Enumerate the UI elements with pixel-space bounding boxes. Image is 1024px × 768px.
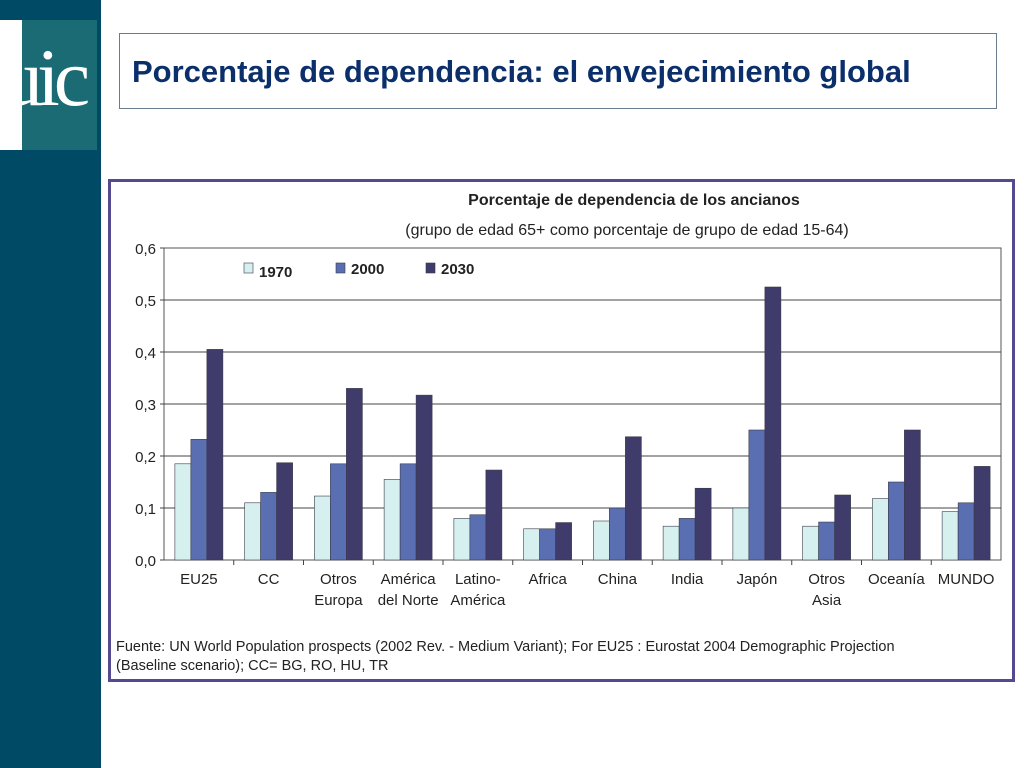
bar [694, 487, 712, 561]
bar [904, 429, 921, 561]
bar [190, 439, 208, 561]
bar [957, 502, 975, 561]
bar [260, 492, 277, 561]
bar [383, 479, 401, 561]
bar [330, 463, 347, 561]
x-tick-label: Africa [528, 571, 567, 588]
legend-label: 2000 [351, 261, 384, 278]
bar [748, 429, 766, 561]
bar [469, 514, 487, 561]
legend-swatch [425, 262, 436, 274]
x-tick-label: EU25 [180, 571, 218, 588]
bar [818, 521, 835, 561]
bar [678, 518, 696, 561]
x-tick-label: India [671, 571, 704, 588]
bar [973, 466, 991, 561]
x-tick-label: Asia [812, 592, 842, 609]
bar [764, 286, 782, 561]
logo-white-stripe [0, 20, 22, 150]
source-note-line-1: Fuente: UN World Population prospects (2… [116, 639, 895, 655]
bar [415, 394, 433, 561]
x-tick-label: Japón [736, 571, 777, 588]
bar [314, 495, 331, 561]
y-tick-label: 0,5 [135, 293, 156, 310]
x-tick-label: América [450, 592, 506, 609]
bar [523, 528, 540, 561]
bar [555, 522, 572, 561]
bar [399, 463, 417, 561]
x-tick-label: Europa [314, 592, 363, 609]
bar [276, 462, 293, 561]
x-tick-label: MUNDO [938, 571, 995, 588]
bar [662, 525, 680, 561]
x-tick-label: Oceanía [868, 571, 925, 588]
x-tick-label: del Norte [378, 592, 439, 609]
y-tick-label: 0,6 [135, 241, 156, 258]
y-tick-label: 0,2 [135, 449, 156, 466]
bar [244, 502, 261, 561]
bar [941, 511, 959, 561]
title-box: Porcentaje de dependencia: el envejecimi… [119, 33, 997, 109]
y-tick-label: 0,4 [135, 345, 156, 362]
x-tick-label: Latino- [455, 571, 501, 588]
x-tick-label: CC [258, 571, 280, 588]
bar [485, 469, 503, 561]
chart-frame: Porcentaje de dependencia de los anciano… [108, 179, 1015, 682]
bar [625, 436, 642, 561]
bar [453, 518, 471, 561]
page-title: Porcentaje de dependencia: el envejecimi… [132, 54, 911, 89]
chart-subtitle: (grupo de edad 65+ como porcentaje de gr… [405, 222, 848, 239]
legend-swatch [335, 262, 346, 274]
bar [888, 481, 905, 561]
legend-swatch [243, 262, 254, 274]
bar [834, 494, 851, 561]
bar [206, 349, 224, 561]
source-note-line-2: (Baseline scenario); CC= BG, RO, HU, TR [116, 658, 389, 674]
bar [802, 525, 819, 561]
legend-label: 2030 [441, 261, 474, 278]
bar [174, 463, 192, 561]
bar [732, 507, 750, 561]
x-tick-label: América [381, 571, 437, 588]
y-tick-label: 0,1 [135, 501, 156, 518]
y-tick-label: 0,3 [135, 397, 156, 414]
y-tick-label: 0,0 [135, 553, 156, 570]
chart-title: Porcentaje de dependencia de los anciano… [468, 192, 800, 209]
bar [593, 520, 610, 561]
bar [346, 388, 363, 561]
bar [609, 507, 626, 561]
bar [872, 498, 889, 561]
dependency-chart: Porcentaje de dependencia de los anciano… [116, 192, 1002, 674]
x-tick-label: Otros [320, 571, 357, 588]
plot-area: 0,0 0,1 0,2 0,3 0,4 0,5 0,6 EU25 CC Otros Europa Am… [135, 241, 1002, 609]
legend-label: 1970 [259, 264, 292, 281]
logo-text: uic [2, 32, 90, 123]
bar [539, 528, 556, 561]
x-tick-label: Otros [808, 571, 845, 588]
x-tick-label: China [598, 571, 638, 588]
